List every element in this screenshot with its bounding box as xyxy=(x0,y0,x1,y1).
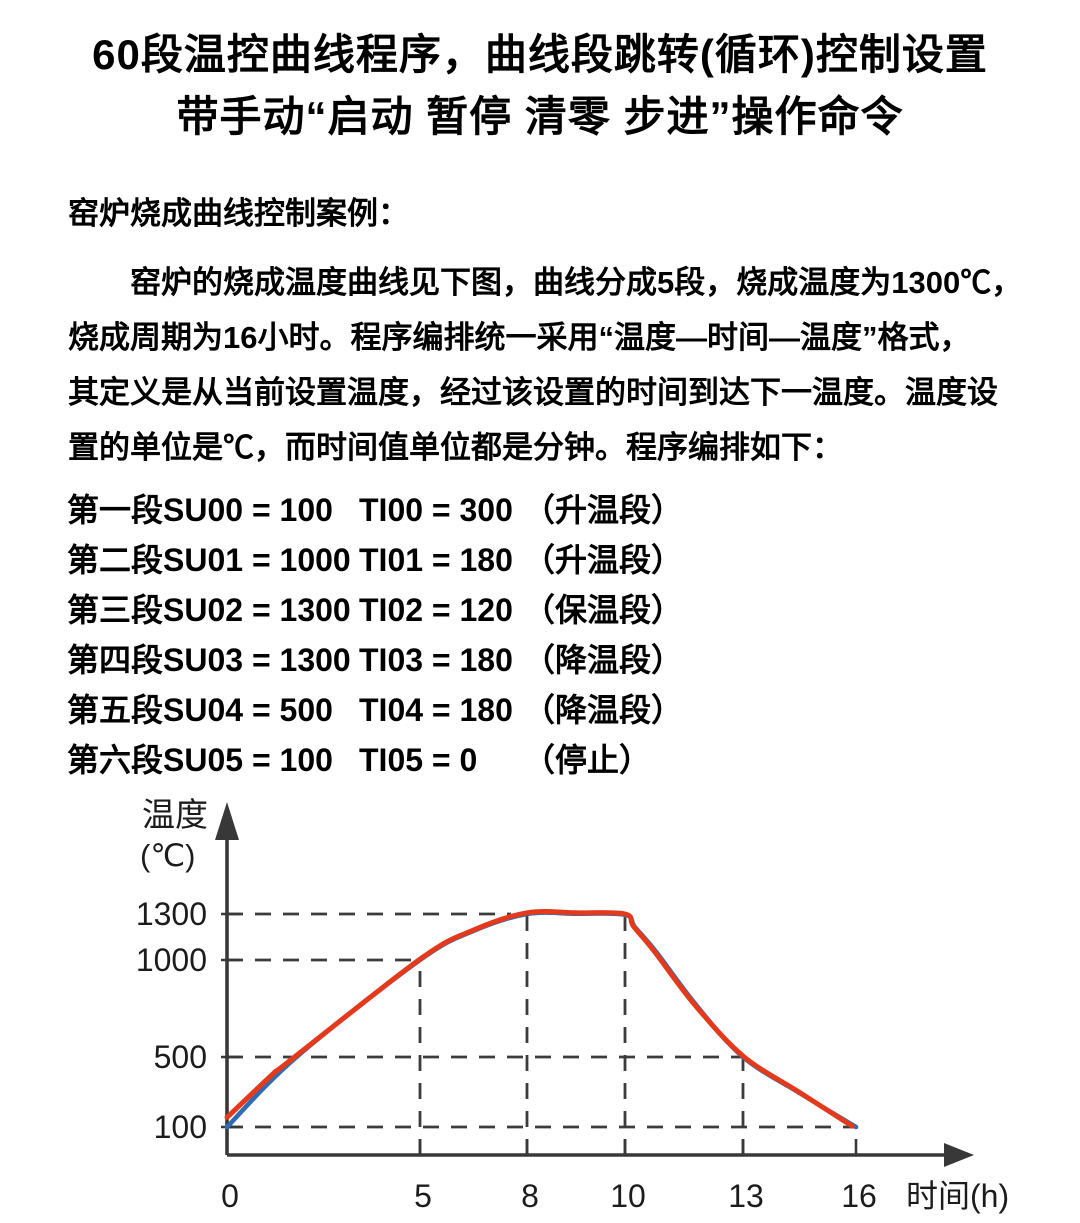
paragraph-line: 烧成周期为16小时。程序编排统一采用“温度—时间—温度”格式， xyxy=(68,320,971,355)
segment-label: 第二段 xyxy=(67,542,164,578)
segment-label: 第一段 xyxy=(67,492,164,528)
document-title: 60段温控曲线程序，曲线段跳转(循环)控制设置 带手动“启动 暂停 清零 步进”… xyxy=(0,0,1080,148)
program-row: 第四段 SU03 = 1300 TI03 = 180 （降温段） xyxy=(67,635,1080,685)
segment-label: 第五段 xyxy=(67,692,164,728)
paragraph-line: 窑炉的烧成温度曲线见下图，曲线分成5段，烧成温度为1300℃， xyxy=(130,265,1023,300)
paragraph-line: 其定义是从当前设置温度，经过该设置的时间到达下一温度。温度设 xyxy=(68,375,998,410)
paragraph-line: 置的单位是℃，而时间值单位都是分钟。程序编排如下： xyxy=(68,430,843,465)
ti-value: TI00 = 300 xyxy=(359,492,513,528)
y-axis-arrow-icon xyxy=(215,802,239,840)
series-line-blue xyxy=(224,910,859,1130)
x-axis-label: 时间(h) xyxy=(906,1178,1009,1214)
ti-value: TI05 = 0 xyxy=(359,742,478,778)
segment-note: （降温段） xyxy=(523,642,684,678)
su-value: SU02 = 1300 xyxy=(163,592,351,628)
su-value: SU05 = 100 xyxy=(163,742,333,778)
ti-value: TI01 = 180 xyxy=(359,542,513,578)
su-value: SU01 = 1000 xyxy=(163,542,351,578)
y-axis-unit-label: (℃) xyxy=(140,838,195,873)
y-axis-label: 温度 xyxy=(142,796,208,833)
chart-area: 100 500 1000 1300 0 5 8 10 13 16 温度 (℃) 时间(h) xyxy=(0,778,1080,1223)
x-tick-label: 8 xyxy=(521,1178,539,1214)
ti-value: TI04 = 180 xyxy=(359,692,513,728)
temperature-curve-chart: 100 500 1000 1300 0 5 8 10 13 16 温度 (℃) 时间(h) xyxy=(136,796,1009,1214)
program-list: 第一段 SU00 = 100 TI00 = 300 （升温段） 第二段 SU01… xyxy=(67,485,1080,785)
segment-label: 第六段 xyxy=(67,742,164,778)
segment-label: 第三段 xyxy=(67,592,164,628)
x-tick-label: 13 xyxy=(728,1178,764,1214)
su-value: SU04 = 500 xyxy=(163,692,333,728)
program-row: 第六段 SU05 = 100 TI05 = 0 （停止） xyxy=(67,735,1080,785)
su-value: SU00 = 100 xyxy=(163,492,333,528)
program-row: 第一段 SU00 = 100 TI00 = 300 （升温段） xyxy=(67,485,1080,535)
program-row: 第五段 SU04 = 500 TI04 = 180 （降温段） xyxy=(67,685,1080,735)
segment-note: （升温段） xyxy=(523,542,684,578)
title-line-2: 带手动“启动 暂停 清零 步进”操作命令 xyxy=(176,93,904,140)
x-tick-label: 10 xyxy=(610,1178,646,1214)
y-tick-label: 100 xyxy=(154,1109,207,1145)
title-line-1: 60段温控曲线程序，曲线段跳转(循环)控制设置 xyxy=(92,31,988,78)
segment-note: （降温段） xyxy=(523,692,684,728)
section-heading: 窑炉烧成曲线控制案例： xyxy=(68,196,409,231)
segment-note: （保温段） xyxy=(523,592,684,628)
x-axis-arrow-icon xyxy=(944,1143,974,1167)
ti-value: TI03 = 180 xyxy=(359,642,513,678)
ti-value: TI02 = 120 xyxy=(359,592,513,628)
y-tick-label: 1300 xyxy=(136,896,207,932)
segment-note: （停止） xyxy=(523,742,652,778)
su-value: SU03 = 1300 xyxy=(163,642,351,678)
program-row: 第三段 SU02 = 1300 TI02 = 120 （保温段） xyxy=(67,585,1080,635)
y-tick-label: 1000 xyxy=(136,942,207,978)
segment-note: （升温段） xyxy=(523,492,684,528)
x-tick-label: 5 xyxy=(414,1178,432,1214)
segment-label: 第四段 xyxy=(67,642,164,678)
series-line-red xyxy=(224,908,855,1129)
x-tick-label: 16 xyxy=(841,1178,877,1214)
x-tick-label: 0 xyxy=(221,1178,239,1214)
program-row: 第二段 SU01 = 1000 TI01 = 180 （升温段） xyxy=(67,535,1080,585)
y-tick-label: 500 xyxy=(154,1039,207,1075)
body-paragraph: 窑炉的烧成温度曲线见下图，曲线分成5段，烧成温度为1300℃， 烧成周期为16小… xyxy=(68,255,1080,475)
